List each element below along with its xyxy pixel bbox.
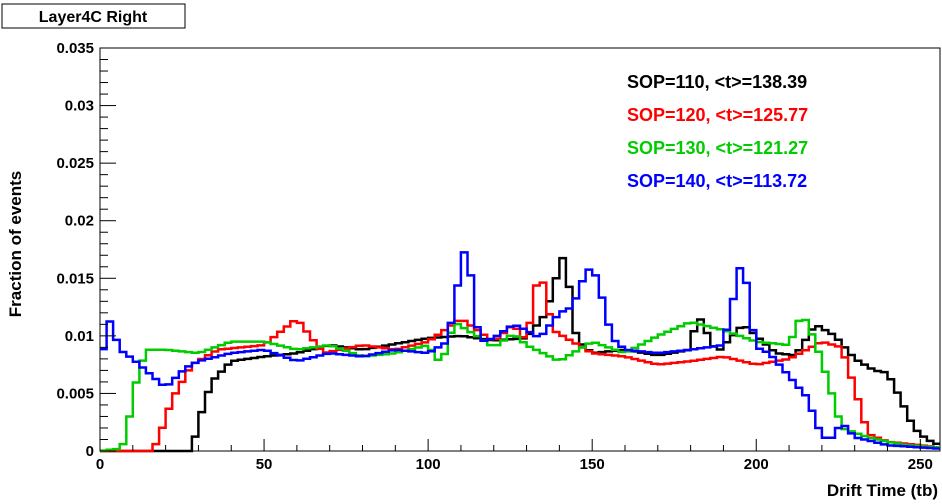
- chart-title-box: Layer4C Right: [1, 3, 186, 29]
- plot-frame: [99, 47, 941, 452]
- legend-entry-1: SOP=110, <t>=138.39: [627, 72, 807, 92]
- y-axis-ticks: 0 0.005 0.01 0.015 0.02 0.025 0.03 0.035: [56, 40, 116, 460]
- legend-entry-3: SOP=130, <t>=121.27: [627, 138, 808, 158]
- x-tick-label: 0: [96, 456, 104, 473]
- y-tick-label: 0.03: [65, 98, 94, 115]
- x-axis-ticks: 0 50 100 150 200 250: [96, 439, 933, 473]
- y-tick-label: 0.005: [56, 385, 94, 402]
- x-axis-title: Drift Time (tb): [827, 481, 938, 500]
- legend: SOP=110, <t>=138.39 SOP=120, <t>=125.77 SO…: [627, 72, 808, 191]
- series-line-2: [100, 281, 940, 453]
- x-tick-label: 100: [416, 456, 441, 473]
- x-tick-label: 50: [256, 456, 273, 473]
- series-line-4: [100, 251, 940, 450]
- legend-entry-4: SOP=140, <t>=113.72: [627, 171, 807, 191]
- y-tick-label: 0.01: [65, 328, 94, 345]
- y-tick-label: 0.02: [65, 213, 94, 230]
- x-tick-label: 250: [908, 456, 933, 473]
- y-tick-label: 0.015: [56, 270, 94, 287]
- x-tick-label: 200: [744, 456, 769, 473]
- chart-title-frame: [1, 3, 186, 29]
- y-tick-label: 0.025: [56, 155, 94, 172]
- legend-entry-2: SOP=120, <t>=125.77: [627, 105, 808, 125]
- y-axis-title: Fraction of events: [6, 171, 25, 317]
- x-tick-label: 150: [580, 456, 605, 473]
- chart-title: Layer4C Right: [39, 9, 148, 26]
- series-layer: [100, 251, 940, 453]
- y-tick-label: 0.035: [56, 40, 94, 57]
- y-tick-label: 0: [86, 443, 94, 460]
- series-line-3: [100, 318, 940, 452]
